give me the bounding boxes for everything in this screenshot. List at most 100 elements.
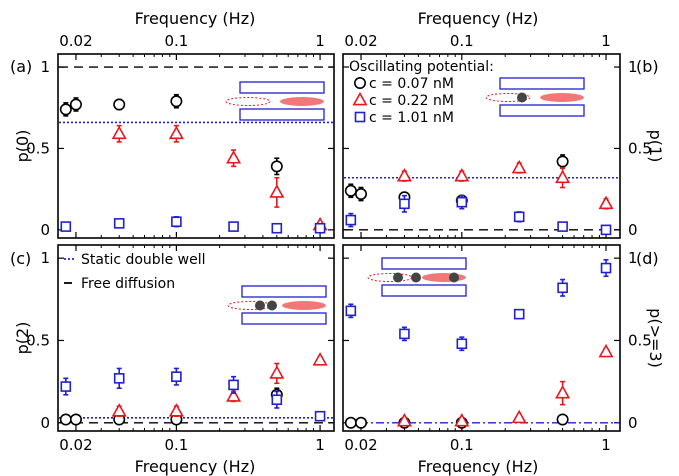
data-point-square [228, 221, 239, 232]
data-point-square [60, 221, 72, 232]
data-point-square [513, 211, 525, 223]
schematic-well-left [485, 93, 531, 102]
data-point-circle [556, 413, 569, 426]
data-point-circle [355, 188, 368, 201]
double-well-schematic [225, 81, 325, 121]
x-tick-label: 0.02 [59, 436, 92, 454]
plot-frame [57, 53, 335, 239]
y-tick-label: 0 [628, 221, 638, 239]
data-point-triangle [598, 195, 614, 210]
data-point-circle [59, 413, 72, 426]
data-point-triangle [269, 184, 285, 198]
x-tick-label: 0.1 [164, 32, 188, 50]
x-tick-label: 0.1 [450, 436, 474, 454]
data-point-square [399, 198, 410, 210]
x-tick-label: 0.1 [450, 32, 474, 50]
schematic-well-right [280, 97, 324, 106]
data-point-triangle [226, 388, 242, 402]
legend-marker-circle [353, 77, 366, 90]
panel-d: 0.02 0.1 100.51p(>=3)(d) [342, 244, 665, 454]
data-point-triangle [454, 412, 470, 427]
y-tick-label: 1 [628, 58, 638, 76]
y-tick-label: 0.5 [628, 139, 652, 157]
double-well-schematic [227, 285, 327, 325]
data-point-square [271, 222, 283, 234]
legend-entry-label: c = 0.22 nM [369, 93, 454, 109]
legend-entry-label: c = 1.01 nM [369, 110, 454, 126]
data-point-square [345, 214, 357, 226]
x-tick-label: 1 [601, 436, 611, 454]
data-point-square [399, 328, 410, 340]
plot-frame [57, 244, 335, 432]
data-point-square [228, 379, 239, 391]
y-tick-label: 0 [40, 414, 50, 432]
schematic-well-left [225, 97, 271, 106]
data-point-triangle [511, 159, 527, 174]
data-point-square [113, 373, 125, 384]
y-tick-label: 0.5 [628, 331, 652, 349]
data-point-circle [344, 416, 357, 429]
panel-letter: (c) [10, 249, 31, 268]
y-axis-label: p(>=3) [646, 308, 665, 368]
data-point-square [345, 305, 357, 317]
y-tick-label: 0.5 [26, 331, 50, 349]
data-point-circle [170, 95, 183, 108]
schematic-well-left [227, 301, 273, 310]
data-point-square [60, 381, 72, 392]
y-tick-label: 0 [628, 414, 638, 432]
data-point-square [113, 218, 125, 229]
y-tick-label: 1 [40, 58, 50, 76]
data-point-square [600, 224, 612, 236]
double-well-schematic [485, 77, 585, 117]
legend-title: Oscillating potential: [349, 59, 494, 75]
data-point-square [600, 262, 612, 274]
data-point-square [513, 308, 525, 320]
schematic-well-left [367, 273, 413, 282]
data-point-circle [355, 416, 368, 429]
data-point-circle [556, 155, 569, 168]
schematic-well-right [282, 301, 326, 310]
schematic-wall-bottom [241, 312, 327, 325]
data-point-circle [270, 160, 283, 173]
panel-letter: (d) [636, 249, 659, 268]
data-point-square [456, 196, 468, 208]
panel-a: 0.02 0.1 1 0 0.5 1 p(0) (a) [10, 32, 335, 239]
schematic-well-right [422, 273, 466, 282]
data-point-triangle [555, 169, 571, 184]
schematic-particle [267, 300, 277, 311]
data-point-triangle [555, 385, 571, 399]
legend-marker-triangle [352, 91, 368, 106]
top-axis-label-left: Frequency (Hz) [135, 9, 256, 28]
data-point-triangle [111, 403, 127, 417]
schematic-wall-bottom [499, 104, 585, 117]
double-well-schematic [367, 257, 467, 297]
panel-letter: (b) [636, 57, 659, 76]
schematic-wall-top [381, 257, 467, 270]
schematic-particle [393, 272, 403, 283]
schematic-particle [255, 300, 265, 311]
x-tick-label: 0.1 [164, 436, 188, 454]
data-point-square [456, 338, 468, 350]
data-point-square [314, 222, 326, 234]
panel-b: 0.02 0.1 1 0 0.5 1 p(1) (b) Oscillating potentia… [342, 32, 665, 239]
x-tick-label: 1 [601, 32, 611, 50]
schematic-wall-top [239, 81, 325, 94]
data-point-square [171, 371, 182, 382]
data-point-square [171, 216, 182, 228]
legend-oscillating: Oscillating potential:c = 0.07 nMc = 0.2… [349, 59, 494, 126]
legend-entry-label: Static double well [81, 252, 206, 268]
data-point-triangle [111, 125, 127, 140]
y-axis-label: p(2) [13, 322, 32, 355]
data-point-square [557, 282, 568, 294]
schematic-wall-top [241, 285, 327, 298]
x-tick-label: 1 [315, 32, 325, 50]
data-point-circle [344, 184, 357, 197]
y-axis-label: p(1) [646, 130, 665, 163]
data-point-circle [69, 413, 82, 426]
schematic-wall-bottom [381, 284, 467, 297]
data-point-triangle [168, 125, 184, 140]
data-point-triangle [511, 409, 527, 424]
data-point-triangle [226, 150, 242, 164]
schematic-particle [517, 92, 527, 103]
